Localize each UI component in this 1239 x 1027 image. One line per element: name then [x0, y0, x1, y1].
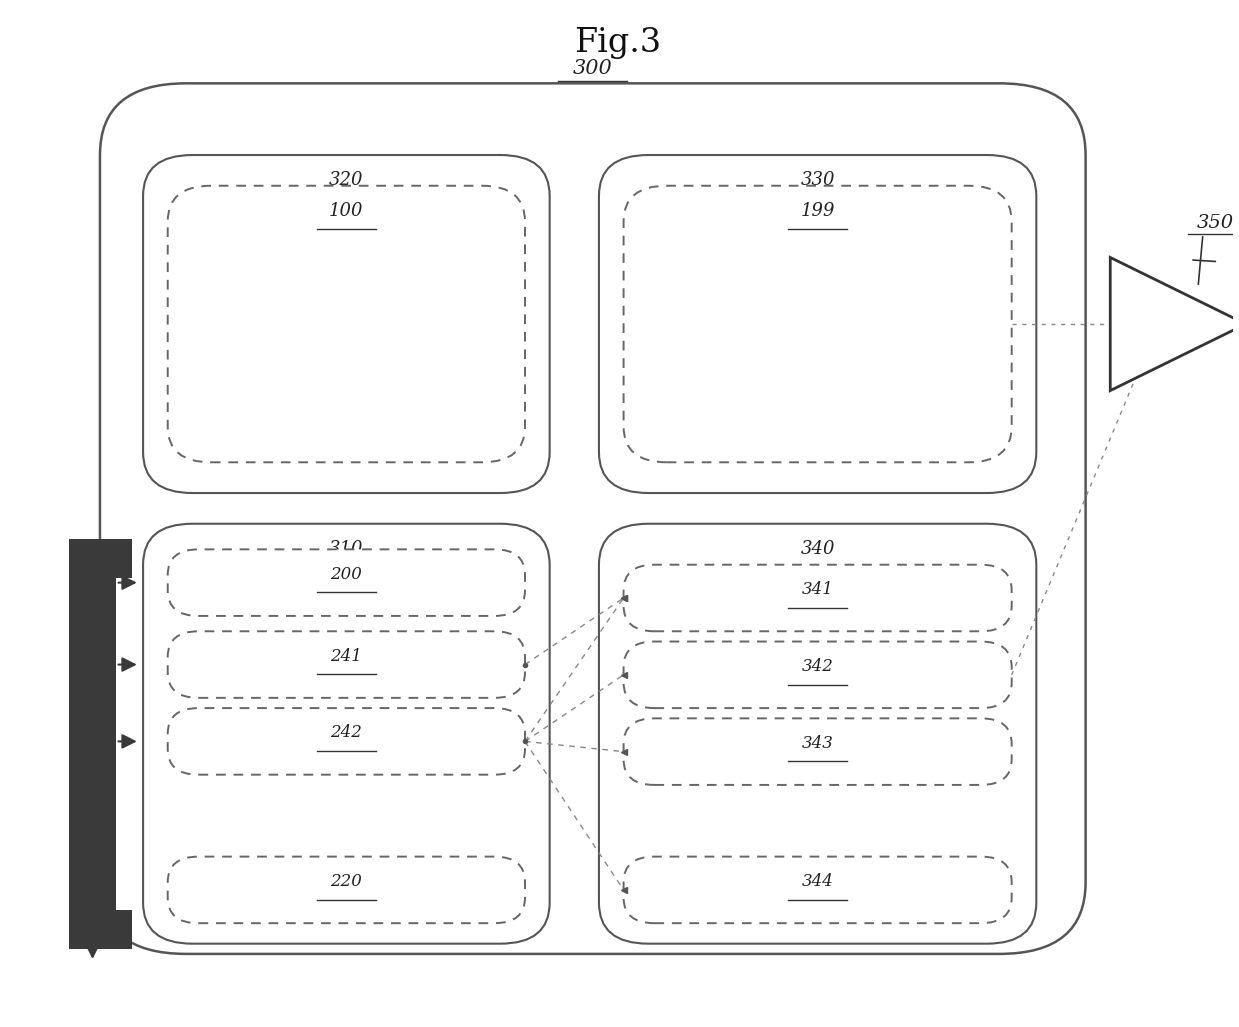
- Text: 199: 199: [800, 202, 835, 220]
- FancyBboxPatch shape: [69, 910, 116, 949]
- FancyBboxPatch shape: [623, 857, 1012, 923]
- Text: 341: 341: [802, 581, 834, 598]
- FancyBboxPatch shape: [142, 524, 550, 944]
- Text: 100: 100: [330, 202, 363, 220]
- Text: 344: 344: [802, 873, 834, 890]
- Text: 343: 343: [802, 734, 834, 752]
- FancyBboxPatch shape: [167, 549, 525, 616]
- Text: 300: 300: [572, 60, 612, 78]
- Polygon shape: [1110, 258, 1239, 390]
- Text: 310: 310: [330, 540, 363, 558]
- Text: 342: 342: [802, 658, 834, 675]
- Text: 242: 242: [331, 724, 362, 741]
- FancyBboxPatch shape: [142, 155, 550, 493]
- FancyBboxPatch shape: [598, 524, 1036, 944]
- Text: Fig.3: Fig.3: [574, 27, 660, 59]
- FancyBboxPatch shape: [598, 155, 1036, 493]
- FancyBboxPatch shape: [69, 539, 116, 910]
- FancyBboxPatch shape: [623, 642, 1012, 708]
- FancyBboxPatch shape: [623, 565, 1012, 632]
- FancyBboxPatch shape: [69, 539, 116, 578]
- Text: 320: 320: [330, 172, 363, 189]
- Text: 241: 241: [331, 648, 362, 664]
- Text: 220: 220: [331, 873, 362, 890]
- FancyBboxPatch shape: [69, 539, 133, 578]
- Text: 350: 350: [1197, 214, 1234, 232]
- Text: 340: 340: [800, 540, 835, 558]
- Text: 200: 200: [331, 566, 362, 582]
- FancyBboxPatch shape: [623, 718, 1012, 785]
- Text: 330: 330: [800, 172, 835, 189]
- FancyBboxPatch shape: [100, 83, 1085, 954]
- FancyBboxPatch shape: [167, 632, 525, 698]
- FancyBboxPatch shape: [69, 910, 133, 949]
- FancyBboxPatch shape: [167, 857, 525, 923]
- FancyBboxPatch shape: [167, 708, 525, 774]
- FancyBboxPatch shape: [623, 186, 1012, 462]
- FancyBboxPatch shape: [167, 186, 525, 462]
